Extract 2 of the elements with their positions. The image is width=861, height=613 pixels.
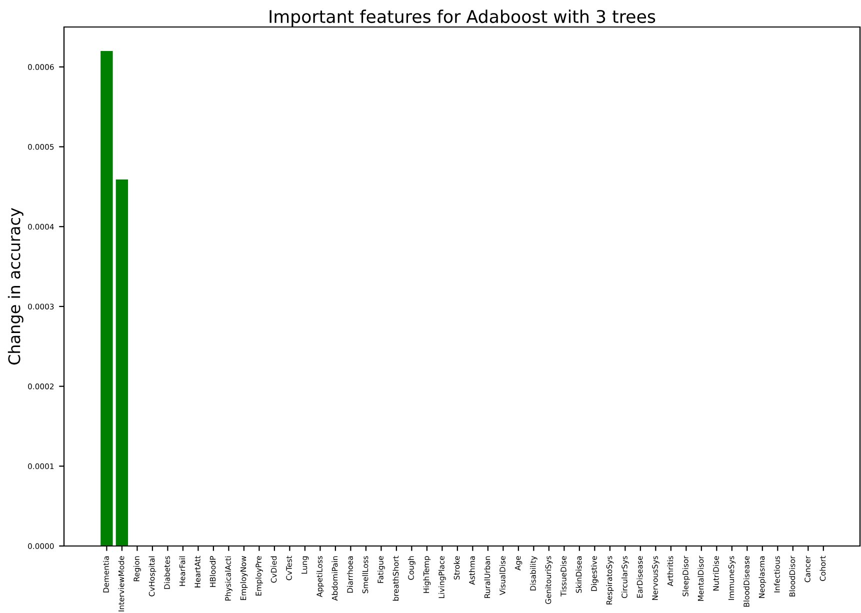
y-axis-title: Change in accuracy — [8, 208, 24, 365]
chart-title: Important features for Adaboost with 3 trees — [270, 10, 656, 26]
